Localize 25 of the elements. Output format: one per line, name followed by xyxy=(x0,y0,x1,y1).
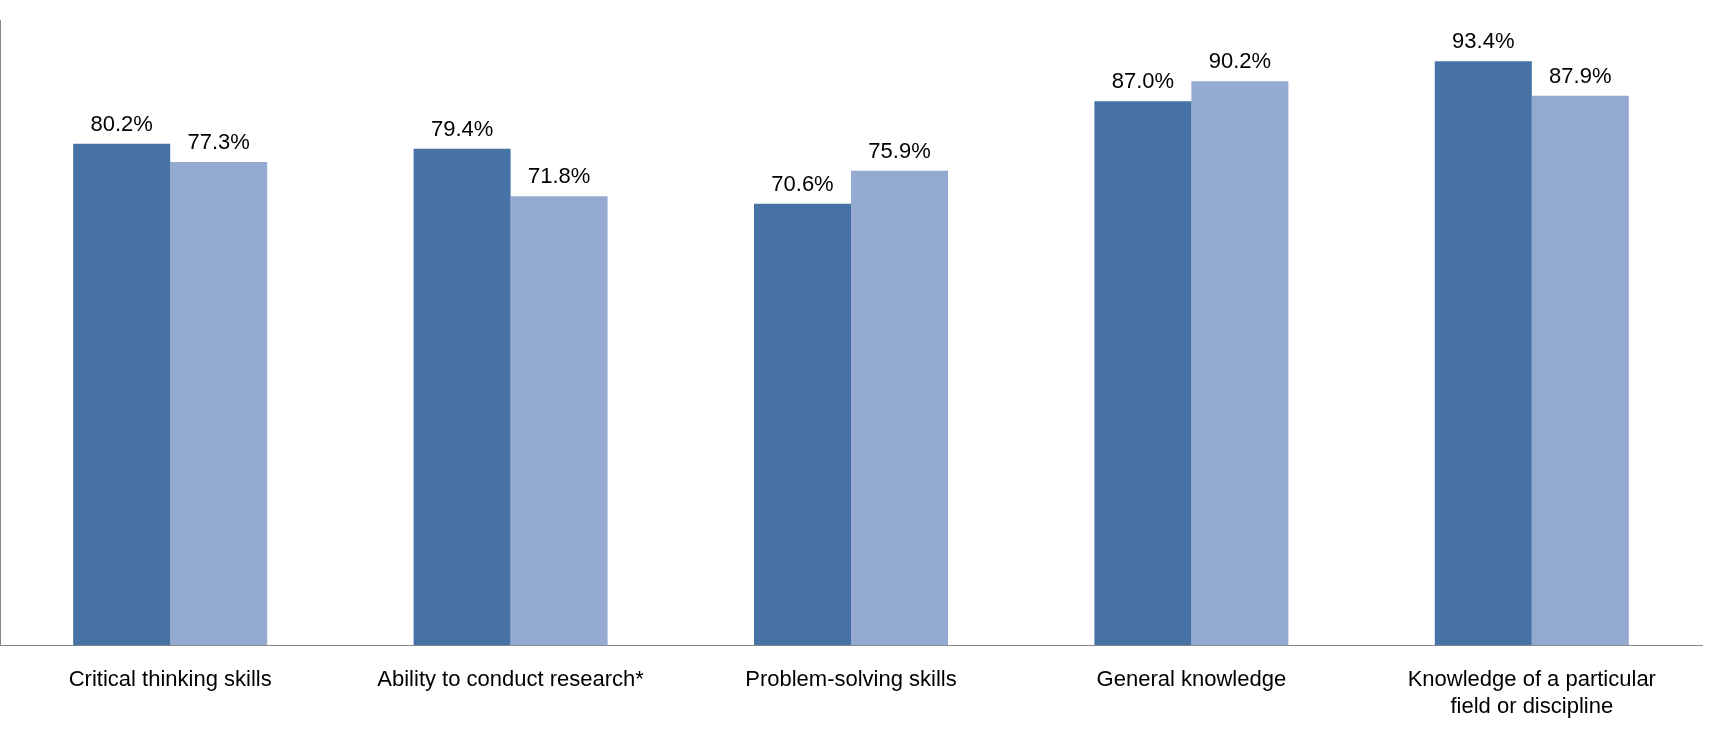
bar xyxy=(851,170,949,646)
bar xyxy=(73,143,171,646)
data-label: 90.2% xyxy=(1208,48,1272,74)
bar xyxy=(1191,81,1289,646)
data-label: 87.0% xyxy=(1111,68,1175,94)
bar xyxy=(510,196,608,646)
x-tick-label: Knowledge of a particular field or discipline xyxy=(1407,666,1656,718)
bar xyxy=(1531,95,1629,646)
bar xyxy=(170,161,268,646)
x-tick-label: Critical thinking skills xyxy=(68,666,272,692)
data-label: 77.3% xyxy=(187,128,250,154)
data-label: 80.2% xyxy=(90,110,153,136)
x-tick-label: Problem-solving skills xyxy=(745,666,957,692)
bar xyxy=(1094,101,1192,646)
data-label: 79.4% xyxy=(430,115,494,141)
bar xyxy=(753,203,851,646)
data-label: 87.9% xyxy=(1549,62,1612,88)
x-tick-label: Ability to conduct research* xyxy=(377,666,645,692)
data-label: 71.8% xyxy=(527,163,591,189)
bar xyxy=(413,148,511,646)
data-label: 75.9% xyxy=(868,137,931,163)
bar xyxy=(1434,61,1532,646)
data-label: 70.6% xyxy=(771,170,834,196)
data-label: 93.4% xyxy=(1452,28,1515,54)
x-tick-label: General knowledge xyxy=(1096,666,1287,692)
